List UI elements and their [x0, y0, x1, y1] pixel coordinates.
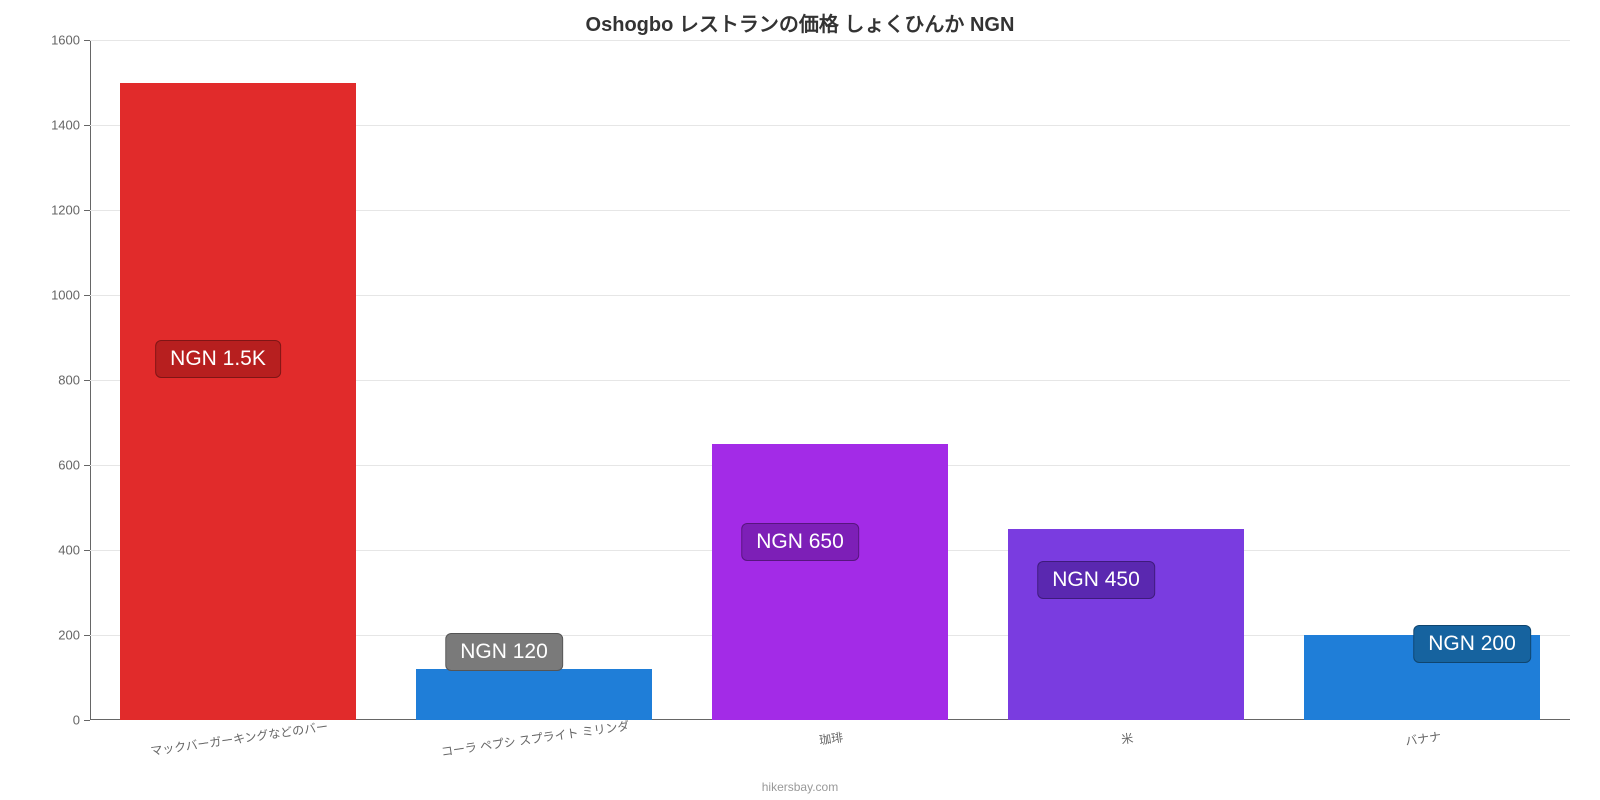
value-label: NGN 650	[741, 523, 859, 561]
bar	[120, 83, 357, 721]
value-label: NGN 1.5K	[155, 340, 281, 378]
y-tick-label: 0	[73, 713, 90, 728]
y-tick-label: 400	[58, 543, 90, 558]
value-label: NGN 200	[1413, 625, 1531, 663]
bar	[712, 444, 949, 720]
chart-title: Oshogbo レストランの価格 しょくひんか NGN	[0, 8, 1600, 37]
y-tick-label: 1400	[51, 118, 90, 133]
y-tick-label: 1600	[51, 33, 90, 48]
y-tick-label: 1200	[51, 203, 90, 218]
bar	[416, 669, 653, 720]
price-bar-chart: Oshogbo レストランの価格 しょくひんか NGN 020040060080…	[0, 0, 1600, 800]
gridline	[90, 40, 1570, 41]
value-label: NGN 450	[1037, 561, 1155, 599]
y-tick-label: 800	[58, 373, 90, 388]
credits-text: hikersbay.com	[0, 780, 1600, 794]
y-tick-label: 600	[58, 458, 90, 473]
y-tick-label: 1000	[51, 288, 90, 303]
value-label: NGN 120	[445, 633, 563, 671]
bar	[1008, 529, 1245, 720]
y-tick-label: 200	[58, 628, 90, 643]
plot-area: 02004006008001000120014001600NGN 1.5Kマック…	[90, 40, 1570, 720]
